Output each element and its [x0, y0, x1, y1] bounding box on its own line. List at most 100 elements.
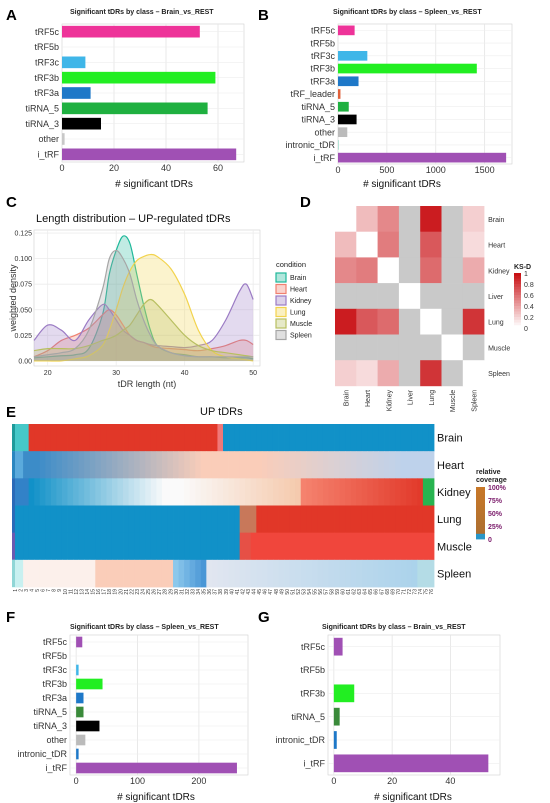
chart-c-area-Lung: [34, 254, 254, 362]
chart-e-col-label: 44: [252, 589, 258, 595]
chart-e-col-label: 27: [157, 589, 163, 595]
chart-e-cell: [234, 424, 241, 452]
chart-e-cell: [45, 478, 52, 506]
chart-e-row-accent: [12, 451, 15, 479]
chart-e-cell: [161, 478, 168, 506]
chart-a-x-tick: 20: [109, 163, 119, 173]
chart-e-cell: [228, 532, 235, 561]
chart-e-cell: [339, 451, 346, 479]
chart-e-cell: [173, 505, 179, 534]
chart-e-cell: [395, 451, 402, 479]
chart-e-cell: [417, 532, 424, 561]
chart-e-cell: [134, 532, 141, 561]
chart-c-legend-label-Lung: Lung: [290, 310, 306, 317]
chart-e-cell: [211, 505, 218, 534]
chart-b-x-tick: 0: [335, 165, 340, 175]
chart-e-cell: [200, 505, 207, 534]
chart-c-line-Kidney: [33, 283, 254, 349]
chart-e-cell: [306, 532, 313, 561]
chart-e-col-label: 72: [407, 589, 413, 595]
chart-e-cell: [217, 478, 224, 506]
chart-c-line-Spleen: [33, 249, 254, 358]
chart-f-x-tick: 100: [130, 776, 145, 786]
chart-e-cell: [223, 451, 229, 479]
chart-b-xlabel: # significant tDRs: [363, 179, 441, 190]
chart-e-cell: [284, 478, 291, 506]
chart-e-cell: [322, 532, 329, 561]
chart-e-cell: [95, 478, 102, 506]
chart-e-cell: [334, 424, 341, 452]
chart-b-y-tick: tRF5c: [311, 26, 336, 36]
chart-e-legend-step: [476, 497, 485, 501]
chart-d-cell: [356, 206, 378, 232]
chart-e-cell: [100, 532, 107, 561]
chart-d-cell: [356, 360, 378, 387]
chart-e-cell: [328, 478, 335, 506]
chart-e-col-label: 1: [13, 589, 19, 592]
chart-d-cell: [441, 206, 464, 232]
chart-e-col-label: 74: [418, 589, 424, 595]
chart-e-cell: [339, 505, 346, 534]
chart-e-cell: [417, 559, 424, 588]
chart-e-row-label: Kidney: [437, 487, 471, 499]
chart-e-col-label: 31: [179, 589, 185, 595]
chart-d-x-label: Lung: [429, 390, 436, 406]
chart-f-bar-tRF3c: [76, 664, 79, 676]
chart-g-bar-intronic_tDR: [333, 731, 337, 749]
chart-d-colorbar-step: [514, 275, 521, 279]
chart-e-cell: [395, 532, 402, 561]
chart-f-y-tick: i_tRF: [45, 763, 67, 773]
chart-e-legend-step: [476, 526, 485, 529]
chart-e-cell: [50, 424, 57, 452]
chart-e-col-label: 19: [113, 589, 119, 595]
chart-e-col-label: 75: [424, 589, 430, 595]
chart-e-cell: [45, 532, 52, 561]
chart-e-cell: [350, 559, 357, 588]
chart-a-bar-tRF3b: [62, 71, 216, 84]
chart-c-legend-label-Spleen: Spleen: [290, 333, 312, 340]
chart-e-cell: [317, 451, 324, 479]
chart-e-cell: [372, 505, 379, 534]
chart-e-cell: [422, 478, 429, 506]
chart-d-cell: [335, 257, 357, 284]
chart-e-legend-title-2: coverage: [476, 477, 507, 484]
chart-f-bar-other: [76, 734, 86, 746]
chart-e-cell: [111, 451, 118, 479]
chart-e-cell: [200, 424, 207, 452]
chart-e-col-label: 21: [124, 589, 130, 595]
chart-e-cell: [73, 451, 80, 479]
chart-a-y-tick: tRF3c: [35, 58, 60, 68]
chart-e-cell: [372, 532, 379, 561]
chart-e-cell: [89, 559, 96, 588]
chart-e-col-label: 71: [401, 589, 407, 595]
chart-b-y-tick: tRF5b: [310, 38, 335, 48]
chart-e-cell: [217, 505, 224, 534]
chart-e-cell: [311, 532, 318, 561]
chart-e-cell: [356, 559, 363, 588]
chart-e-cell: [284, 559, 291, 588]
chart-e-cell: [400, 505, 407, 534]
chart-e-cell: [117, 478, 124, 506]
chart-e-cell: [150, 559, 157, 588]
chart-e-cell: [45, 451, 52, 479]
chart-d-cell: [377, 283, 400, 310]
chart-e-cell: [384, 424, 390, 452]
chart-e-cell: [34, 451, 41, 479]
chart-e-cell: [356, 478, 363, 506]
chart-a-y-tick: tRF3a: [34, 88, 59, 98]
chart-e-cell: [178, 478, 185, 506]
panel-label-e: E: [6, 404, 16, 421]
chart-e-cell: [195, 451, 202, 479]
chart-f-bar-tRF5c: [76, 636, 83, 648]
chart-d-cell: [441, 283, 464, 310]
chart-e-cell: [223, 559, 229, 588]
chart-e-cell: [167, 451, 174, 479]
chart-c-line-Lung: [33, 253, 254, 362]
chart-b-bar-i_tRF: [338, 152, 507, 163]
chart-b-bar-other: [338, 127, 348, 138]
chart-e-col-label: 45: [257, 589, 263, 595]
chart-d-cell: [398, 257, 421, 284]
chart-e-cell: [78, 424, 85, 452]
chart-d-cell: [335, 283, 357, 310]
chart-e-cell: [422, 451, 429, 479]
